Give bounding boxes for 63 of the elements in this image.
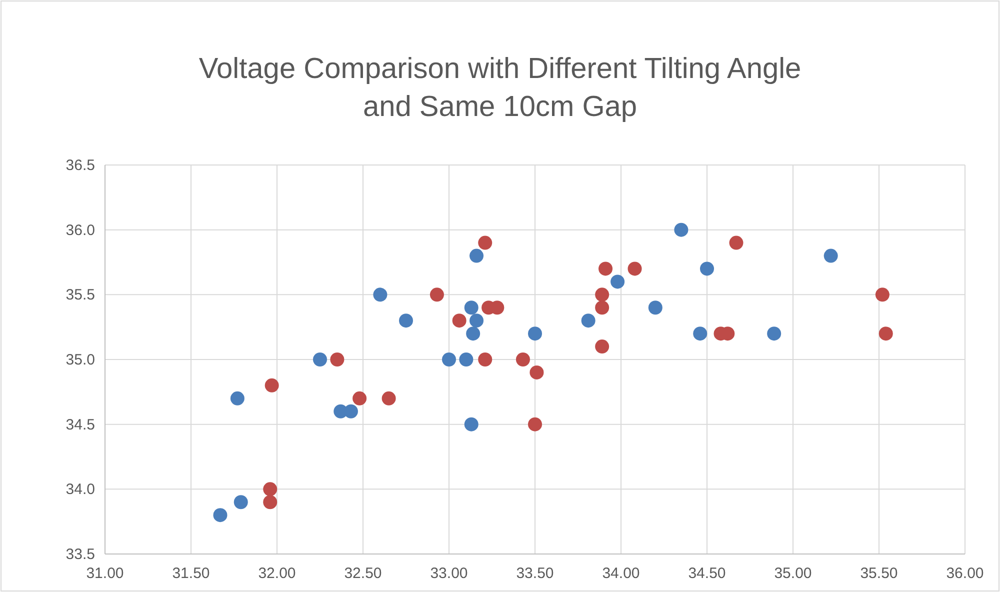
point: [373, 288, 388, 302]
point: [466, 326, 480, 341]
point: [313, 352, 327, 366]
y-tick-label: 33.5: [66, 546, 95, 563]
point: [598, 262, 613, 276]
point: [399, 314, 413, 328]
point: [230, 391, 244, 406]
x-tick-label: 34.50: [688, 565, 726, 582]
point: [330, 352, 344, 366]
point: [264, 378, 279, 392]
y-tick-label: 34.5: [66, 416, 95, 434]
point: [581, 314, 596, 328]
point: [700, 262, 714, 276]
point: [610, 274, 625, 289]
x-tick-label: 33.00: [430, 565, 468, 582]
point: [263, 495, 278, 510]
point: [213, 508, 228, 522]
point: [352, 391, 367, 406]
x-tick-label: 35.00: [774, 565, 812, 582]
point: [767, 326, 782, 341]
point: [478, 236, 492, 250]
y-tick-label: 36.5: [66, 157, 95, 174]
x-tick-label: 31.00: [86, 565, 124, 582]
x-tick-label: 35.50: [860, 565, 898, 582]
y-tick-label: 35.0: [66, 352, 95, 368]
x-tick-label: 31.50: [172, 565, 210, 582]
x-tick-label: 33.50: [516, 565, 554, 582]
point: [442, 352, 456, 366]
point: [628, 262, 642, 276]
point: [824, 248, 838, 263]
point: [595, 340, 610, 354]
y-tick-label: 35.5: [66, 286, 95, 304]
point: [234, 495, 248, 510]
point: [459, 352, 474, 366]
point: [693, 326, 708, 341]
point: [595, 300, 610, 315]
x-tick-label: 32.00: [258, 565, 296, 582]
point: [464, 300, 478, 315]
point: [382, 391, 396, 406]
point: [344, 404, 358, 418]
x-tick-label: 36.00: [946, 565, 984, 582]
point: [875, 288, 890, 302]
point: [470, 248, 484, 263]
point: [878, 326, 893, 341]
point: [452, 314, 466, 328]
y-tick-label: 36.0: [66, 222, 95, 239]
point: [729, 236, 744, 250]
point: [263, 482, 278, 496]
point: [464, 417, 478, 432]
y-tick-label: 34.0: [66, 481, 95, 498]
point: [516, 352, 530, 366]
point: [528, 326, 542, 341]
x-tick-label: 34.00: [602, 565, 640, 582]
chart-title: Voltage Comparison with Different Tilting Angle and Same 10cm Gap: [198, 53, 802, 123]
point: [648, 300, 662, 315]
point: [674, 222, 688, 237]
point: [470, 314, 484, 328]
x-tick-label: 32.50: [344, 565, 382, 582]
point: [530, 365, 544, 380]
point: [430, 288, 444, 302]
point: [528, 417, 542, 432]
point: [478, 352, 492, 366]
point: [595, 288, 610, 302]
